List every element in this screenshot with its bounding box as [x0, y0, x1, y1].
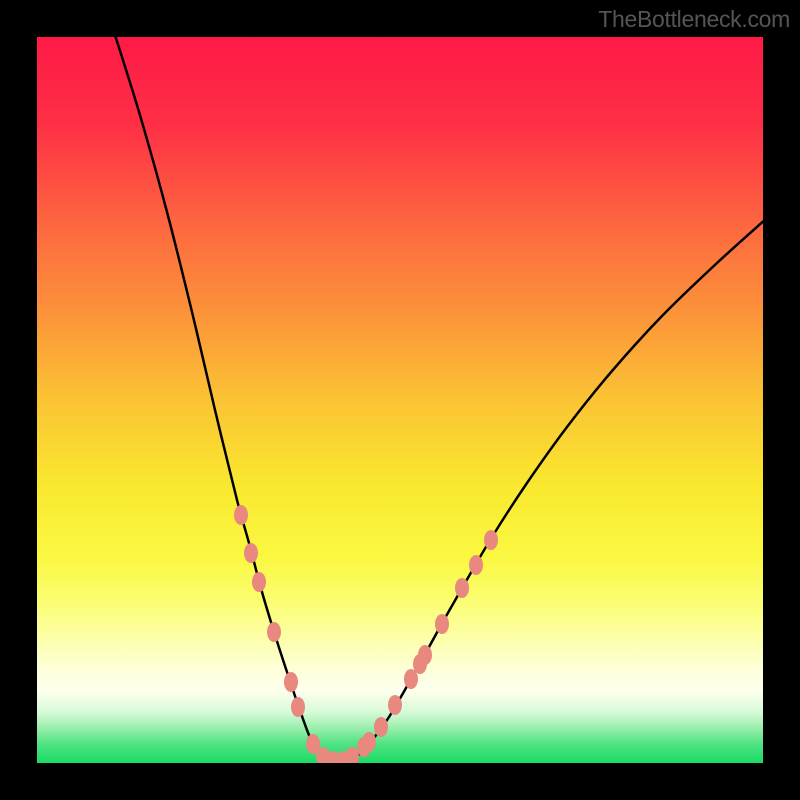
curve-marker — [291, 697, 305, 717]
curve-marker — [418, 645, 432, 665]
curve-marker — [374, 717, 388, 737]
curve-marker — [484, 530, 498, 550]
curve-marker — [234, 505, 248, 525]
plot-area — [37, 37, 763, 763]
main-curve-path — [109, 37, 763, 763]
curve-marker — [284, 672, 298, 692]
curve-marker — [362, 732, 376, 752]
curve-marker — [252, 572, 266, 592]
curve-marker — [469, 555, 483, 575]
markers-group — [234, 505, 498, 763]
curve-overlay — [37, 37, 763, 763]
curve-marker — [345, 747, 359, 763]
curve-marker — [267, 622, 281, 642]
curve-marker — [244, 543, 258, 563]
watermark-text: TheBottleneck.com — [598, 6, 790, 33]
curve-marker — [388, 695, 402, 715]
chart-container: TheBottleneck.com — [0, 0, 800, 800]
curve-marker — [455, 578, 469, 598]
curve-marker — [435, 614, 449, 634]
